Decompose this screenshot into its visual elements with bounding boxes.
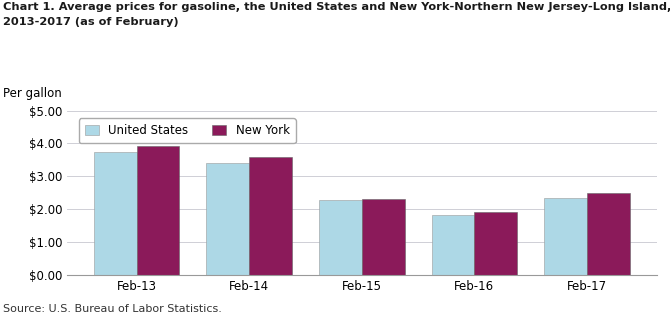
Bar	[474, 212, 517, 275]
Bar	[431, 215, 474, 275]
Bar	[544, 198, 587, 275]
Bar	[587, 193, 630, 275]
Text: Source: U.S. Bureau of Labor Statistics.: Source: U.S. Bureau of Labor Statistics.	[3, 304, 222, 314]
Bar	[137, 146, 180, 275]
Legend: United States, New York: United States, New York	[79, 118, 295, 143]
Bar	[362, 199, 405, 275]
Text: 2013-2017 (as of February): 2013-2017 (as of February)	[3, 17, 179, 27]
Text: Per gallon: Per gallon	[3, 87, 62, 100]
Text: Chart 1. Average prices for gasoline, the United States and New York-Northern Ne: Chart 1. Average prices for gasoline, th…	[3, 2, 670, 12]
Bar	[249, 157, 292, 275]
Bar	[319, 200, 362, 275]
Bar	[94, 152, 137, 275]
Bar	[206, 162, 249, 275]
